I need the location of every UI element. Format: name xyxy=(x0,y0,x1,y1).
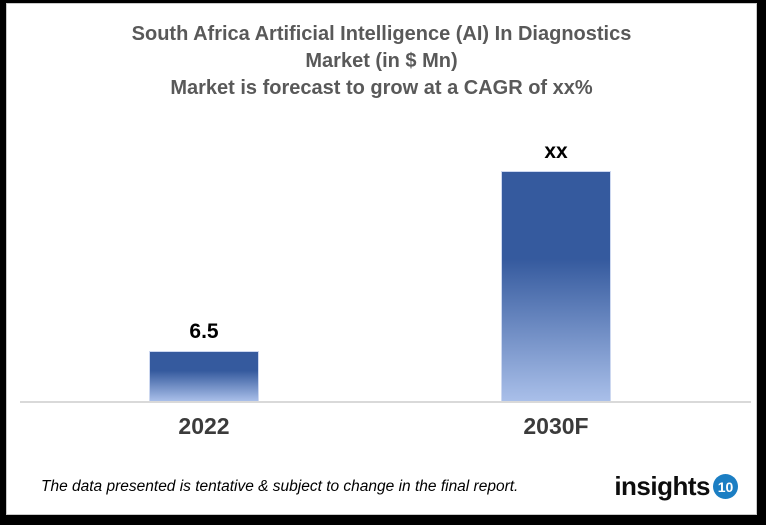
plot-area: 6.5 2022 xx 2030F xyxy=(20,140,751,439)
x-axis-line xyxy=(20,401,751,403)
axis-label-2022: 2022 xyxy=(178,413,230,439)
chart-title-line-2: Market (in $ Mn) xyxy=(305,50,458,72)
data-label-2022: 6.5 xyxy=(189,320,219,344)
data-label-2030f: xx xyxy=(544,140,568,163)
axis-label-2030f: 2030F xyxy=(523,413,589,439)
bar-2022 xyxy=(149,351,259,401)
logo-wordmark: insights xyxy=(614,471,710,501)
chart-title: South Africa Artificial Intelligence (AI… xyxy=(27,21,736,102)
disclaimer-text: The data presented is tentative & subjec… xyxy=(41,477,519,495)
logo-10-badge: 10 xyxy=(713,474,738,499)
bar-group-2022: 6.5 2022 xyxy=(149,171,259,439)
insights10-logo: insights 10 xyxy=(614,471,738,502)
bar-group-2030f: xx 2030F xyxy=(501,140,611,439)
bar-2030f xyxy=(501,171,611,401)
chart-canvas: South Africa Artificial Intelligence (AI… xyxy=(6,3,757,515)
chart-title-line-1: South Africa Artificial Intelligence (AI… xyxy=(131,23,632,45)
chart-footer: The data presented is tentative & subjec… xyxy=(41,471,738,502)
chart-subtitle-cagr: Market is forecast to grow at a CAGR of … xyxy=(170,77,593,99)
